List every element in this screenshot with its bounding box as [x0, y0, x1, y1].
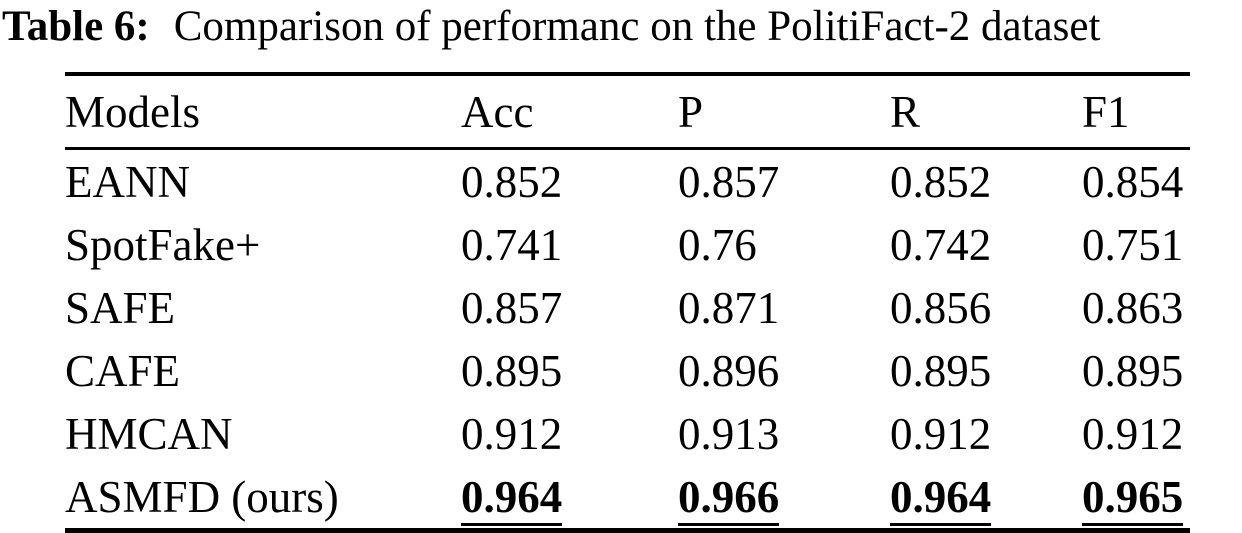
value-cell: 0.896: [678, 345, 780, 396]
column-header-f1: F1: [1082, 74, 1190, 150]
best-value: 0.965: [1082, 471, 1184, 526]
model-name-cell: EANN: [65, 156, 190, 207]
value-cell: 0.964: [461, 465, 678, 531]
value-cell: 0.857: [678, 156, 780, 207]
value-cell: 0.742: [890, 219, 992, 270]
table-header-row: Models Acc P R F1: [65, 74, 1190, 150]
results-table: Models Acc P R F1 EANN 0.852 0.857 0.852…: [65, 72, 1190, 533]
table-row: SAFE 0.857 0.871 0.856 0.863: [65, 276, 1190, 339]
value-cell: 0.741: [461, 219, 563, 270]
value-cell: 0.895: [461, 345, 563, 396]
table-row: CAFE 0.895 0.896 0.895 0.895: [65, 339, 1190, 402]
table-row: SpotFake+ 0.741 0.76 0.742 0.751: [65, 213, 1190, 276]
table-caption-text: Comparison of performanc on the PolitiFa…: [173, 3, 1101, 50]
table-caption-label: Table 6:: [2, 3, 150, 50]
column-header-p: P: [678, 74, 890, 150]
value-cell: 0.964: [890, 465, 1082, 531]
table-row: EANN 0.852 0.857 0.852 0.854: [65, 149, 1190, 214]
best-value: 0.964: [461, 471, 563, 526]
value-cell: 0.76: [678, 219, 757, 270]
model-name-cell: SpotFake+: [65, 219, 261, 270]
value-cell: 0.863: [1082, 282, 1184, 333]
value-cell: 0.895: [1082, 345, 1184, 396]
value-cell: 0.913: [678, 408, 780, 459]
value-cell: 0.856: [890, 282, 992, 333]
value-cell: 0.965: [1082, 465, 1190, 531]
value-cell: 0.751: [1082, 219, 1184, 270]
value-cell: 0.912: [890, 408, 992, 459]
best-value: 0.966: [678, 471, 780, 526]
value-cell: 0.871: [678, 282, 780, 333]
value-cell: 0.852: [461, 156, 563, 207]
value-cell: 0.854: [1082, 156, 1184, 207]
value-cell: 0.895: [890, 345, 992, 396]
value-cell: 0.912: [461, 408, 563, 459]
column-header-acc: Acc: [461, 74, 678, 150]
model-name-cell: SAFE: [65, 282, 176, 333]
value-cell: 0.966: [678, 465, 890, 531]
table-caption: Table 6: Comparison of performanc on the …: [2, 2, 1242, 52]
table-row-best: ASMFD (ours) 0.964 0.966 0.964 0.965: [65, 465, 1190, 531]
column-header-models: Models: [65, 74, 461, 150]
column-header-r: R: [890, 74, 1082, 150]
model-name-cell: ASMFD (ours): [65, 471, 339, 522]
value-cell: 0.912: [1082, 408, 1184, 459]
value-cell: 0.852: [890, 156, 992, 207]
model-name-cell: CAFE: [65, 345, 181, 396]
table-row: HMCAN 0.912 0.913 0.912 0.912: [65, 402, 1190, 465]
value-cell: 0.857: [461, 282, 563, 333]
model-name-cell: HMCAN: [65, 408, 233, 459]
best-value: 0.964: [890, 471, 992, 526]
